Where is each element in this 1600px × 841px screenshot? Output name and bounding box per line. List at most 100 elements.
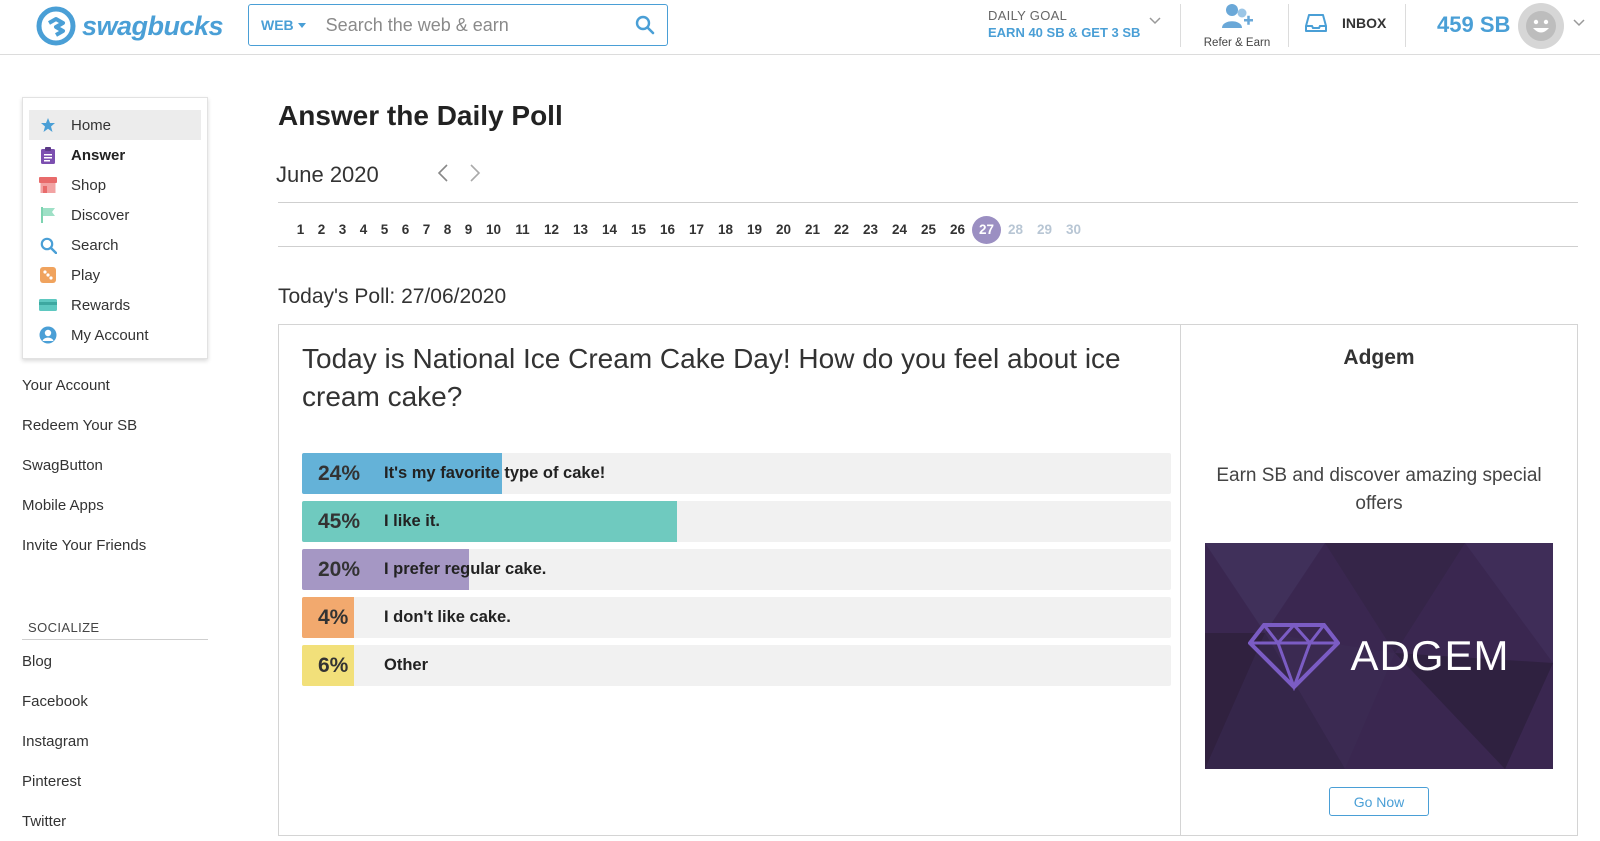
- inbox-button[interactable]: INBOX: [1304, 12, 1386, 34]
- day-7[interactable]: 7: [422, 222, 431, 237]
- chevron-left-icon[interactable]: [436, 162, 450, 184]
- poll-option-bar: [302, 549, 469, 590]
- link-mobile-apps[interactable]: Mobile Apps: [22, 497, 104, 514]
- divider: [1180, 324, 1181, 836]
- ad-background: [1205, 543, 1553, 769]
- user-icon: [39, 326, 57, 344]
- poll-option[interactable]: 45% I like it.: [302, 501, 1171, 542]
- socialize-heading: SOCIALIZE: [22, 620, 208, 640]
- day-13[interactable]: 13: [572, 222, 589, 237]
- sidebar-item-label: Shop: [71, 176, 107, 194]
- sidebar-item-label: My Account: [71, 326, 149, 344]
- flag-icon: [39, 206, 57, 224]
- day-21[interactable]: 21: [804, 222, 821, 237]
- day-19[interactable]: 19: [746, 222, 763, 237]
- link-twitter[interactable]: Twitter: [22, 813, 67, 830]
- divider: [1405, 4, 1406, 47]
- day-25[interactable]: 25: [920, 222, 937, 237]
- day-24[interactable]: 24: [891, 222, 908, 237]
- month-navigation: [436, 162, 482, 184]
- store-icon: [39, 176, 57, 194]
- inbox-icon: [1305, 14, 1327, 32]
- sidebar-item-label: Rewards: [71, 296, 131, 314]
- day-2[interactable]: 2: [317, 222, 326, 237]
- poll-option-bar: [302, 597, 354, 638]
- poll-option-bar: [302, 453, 502, 494]
- top-header: swagbucks WEB DAILY GOAL EARN 40 SB & GE…: [0, 0, 1600, 55]
- day-14[interactable]: 14: [601, 222, 618, 237]
- sidebar-item-shop[interactable]: Shop: [29, 170, 201, 200]
- star-icon: [39, 116, 57, 134]
- day-15[interactable]: 15: [630, 222, 647, 237]
- poll-question: Today is National Ice Cream Cake Day! Ho…: [302, 343, 1121, 412]
- refer-and-earn-button[interactable]: Refer & Earn: [1192, 2, 1282, 49]
- poll-option[interactable]: 4% I don't like cake.: [302, 597, 1171, 638]
- link-swagbutton[interactable]: SwagButton: [22, 457, 103, 474]
- link-pinterest[interactable]: Pinterest: [22, 773, 82, 790]
- day-28: 28: [1007, 222, 1024, 237]
- day-18[interactable]: 18: [717, 222, 734, 237]
- day-12[interactable]: 12: [543, 222, 560, 237]
- clipboard-icon: [39, 146, 57, 164]
- day-10[interactable]: 10: [485, 222, 502, 237]
- sidebar-item-answer[interactable]: Answer: [29, 140, 201, 170]
- day-8[interactable]: 8: [443, 222, 452, 237]
- poll-option[interactable]: 24% It's my favorite type of cake!: [302, 453, 1171, 494]
- search-input[interactable]: [317, 14, 623, 36]
- link-instagram[interactable]: Instagram: [22, 733, 89, 750]
- avatar[interactable]: [1518, 3, 1564, 49]
- poll-option[interactable]: 6% Other: [302, 645, 1171, 686]
- day-27[interactable]: 27: [972, 216, 1001, 244]
- ad-image[interactable]: ADGEM: [1205, 543, 1553, 769]
- day-26[interactable]: 26: [949, 222, 966, 237]
- ad-description: Earn SB and discover amazing special off…: [1216, 465, 1542, 514]
- day-20[interactable]: 20: [775, 222, 792, 237]
- day-17[interactable]: 17: [688, 222, 705, 237]
- day-22[interactable]: 22: [833, 222, 850, 237]
- day-4[interactable]: 4: [359, 222, 368, 237]
- poll-option-label: I like it.: [384, 512, 440, 530]
- search-button[interactable]: [623, 5, 667, 45]
- sidebar-item-my-account[interactable]: My Account: [29, 320, 201, 350]
- sidebar-item-home[interactable]: Home: [29, 110, 201, 140]
- link-invite-friends[interactable]: Invite Your Friends: [22, 537, 147, 554]
- poll-option-percent: 6%: [318, 654, 349, 677]
- day-1[interactable]: 1: [296, 222, 305, 237]
- daily-goal[interactable]: DAILY GOAL EARN 40 SB & GET 3 SB: [988, 8, 1178, 40]
- sidebar-item-label: Play: [71, 266, 101, 284]
- link-facebook[interactable]: Facebook: [22, 693, 88, 710]
- smiley-avatar-icon: [1526, 11, 1556, 41]
- day-16[interactable]: 16: [659, 222, 676, 237]
- search-scope-dropdown[interactable]: WEB: [249, 5, 318, 45]
- link-blog[interactable]: Blog: [22, 653, 53, 670]
- link-your-account[interactable]: Your Account: [22, 377, 110, 394]
- inbox-label: INBOX: [1342, 15, 1387, 31]
- sidebar-item-label: Home: [71, 116, 112, 134]
- swagbucks-logo[interactable]: swagbucks: [36, 6, 224, 46]
- day-3[interactable]: 3: [338, 222, 347, 237]
- poll-option-label: I don't like cake.: [384, 608, 511, 626]
- ad-logo: ADGEM: [1205, 543, 1553, 769]
- page-title: Answer the Daily Poll: [278, 100, 563, 131]
- chevron-down-icon[interactable]: [1148, 16, 1162, 26]
- logo-text: swagbucks: [82, 10, 224, 41]
- account-chevron-down-icon[interactable]: [1572, 18, 1586, 28]
- day-6[interactable]: 6: [401, 222, 410, 237]
- sb-balance[interactable]: 459 SB: [1437, 12, 1511, 37]
- chevron-right-icon[interactable]: [468, 162, 482, 184]
- day-23[interactable]: 23: [862, 222, 879, 237]
- link-redeem-sb[interactable]: Redeem Your SB: [22, 417, 138, 434]
- divider: [1180, 4, 1181, 47]
- day-5[interactable]: 5: [380, 222, 389, 237]
- go-now-button[interactable]: Go Now: [1329, 787, 1429, 816]
- ad-logo-text: ADGEM: [1350, 632, 1510, 679]
- sidebar-item-play[interactable]: Play: [29, 260, 201, 290]
- day-9[interactable]: 9: [464, 222, 473, 237]
- poll-option-percent: 20%: [318, 558, 361, 581]
- sidebar-item-rewards[interactable]: Rewards: [29, 290, 201, 320]
- sidebar-item-search[interactable]: Search: [29, 230, 201, 260]
- day-11[interactable]: 11: [515, 222, 530, 237]
- sidebar-item-label: Search: [71, 236, 119, 254]
- poll-option[interactable]: 20% I prefer regular cake.: [302, 549, 1171, 590]
- sidebar-item-discover[interactable]: Discover: [29, 200, 201, 230]
